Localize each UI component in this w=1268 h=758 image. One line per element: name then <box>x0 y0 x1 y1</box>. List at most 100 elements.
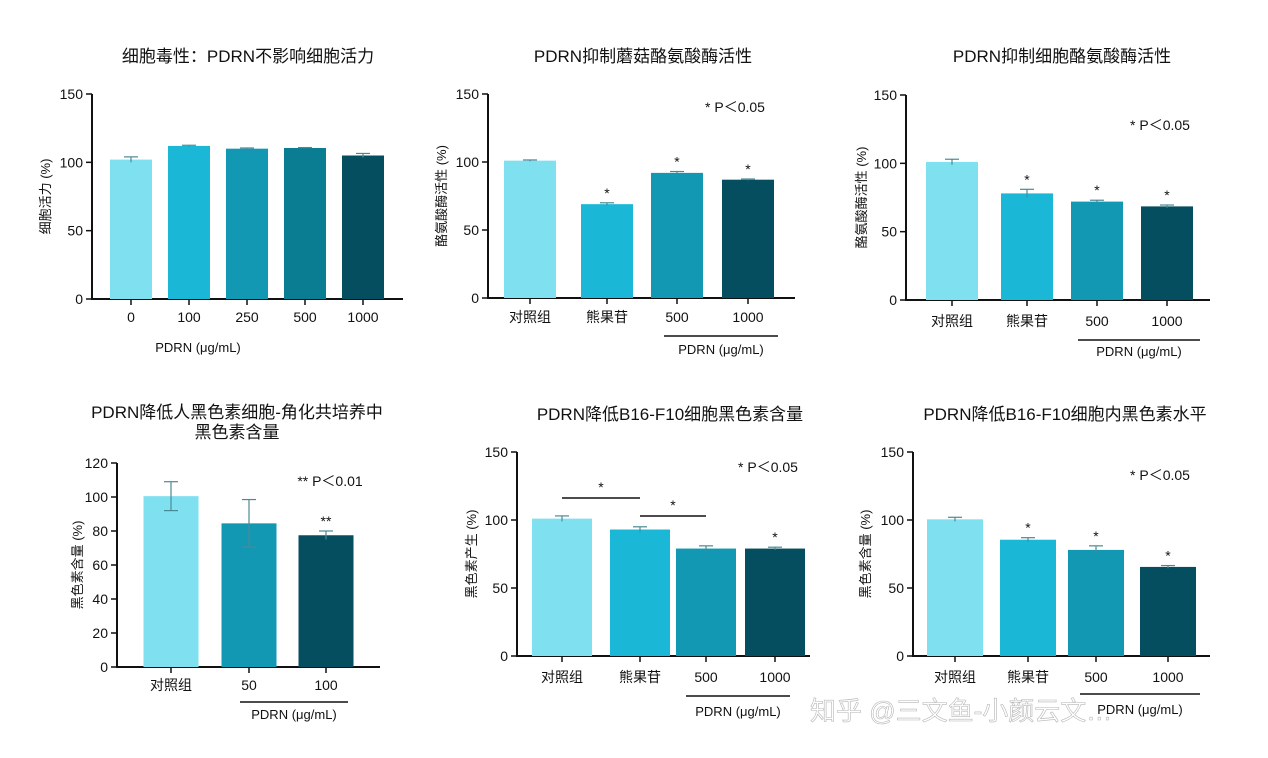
x-tick-label: 500 <box>293 309 317 325</box>
bar-1000 <box>1140 566 1196 656</box>
y-tick-label: 50 <box>463 222 479 238</box>
chart-title: PDRN抑制蘑菇酪氨酸酶活性 <box>534 47 752 66</box>
significance-star: * <box>1164 187 1170 203</box>
significance-star: * <box>1094 182 1100 198</box>
y-tick-label: 150 <box>456 86 480 102</box>
x-tick-label: 1000 <box>1151 313 1182 329</box>
x-tick-label: 对照组 <box>150 677 192 693</box>
y-tick-label: 100 <box>881 512 905 528</box>
chart-panel-3: PDRN抑制细胞酪氨酸酶活性 0 50 100 150 酪氨酸酶活性 (%) 对照组 熊果苷 *… <box>854 47 1210 359</box>
bar-500 <box>651 172 703 298</box>
x-tick-label: 0 <box>127 309 135 325</box>
bar-0 <box>110 159 152 299</box>
y-tick-label: 0 <box>471 290 479 306</box>
bar-1000 <box>342 155 384 299</box>
y-axis-label: 黑色素含量 (%) <box>70 521 85 610</box>
bar-100 <box>298 535 354 667</box>
chart-panel-5: PDRN降低B16-F10细胞黑色素含量 0 50 100 150 黑色素产生 (%) 对照… <box>464 405 810 719</box>
y-tick-label: 0 <box>889 292 897 308</box>
x-tick-label: 熊果苷 <box>586 309 628 325</box>
x-tick-label: 对照组 <box>934 669 976 685</box>
significance-note: ** P＜0.01 <box>297 473 363 489</box>
chart-panel-2: PDRN抑制蘑菇酪氨酸酶活性 0 50 100 150 酪氨酸酶活性 (%) 对照组 熊果苷 *… <box>434 47 795 357</box>
y-axis-label: 细胞活力 (%) <box>38 159 53 235</box>
bar-1000 <box>722 179 774 298</box>
x-tick-label: 1000 <box>1152 669 1183 685</box>
y-tick-label: 0 <box>500 648 508 664</box>
x-axis-label: PDRN (μg/mL) <box>155 340 241 355</box>
group-label: PDRN (μg/mL) <box>251 707 337 722</box>
y-tick-label: 0 <box>75 291 83 307</box>
y-tick-label: 150 <box>881 444 905 460</box>
x-tick-label: 500 <box>1084 669 1108 685</box>
significance-note: * P＜0.05 <box>705 99 765 115</box>
chart-title: 黑色素含量 <box>195 423 280 442</box>
y-tick-label: 100 <box>60 154 84 170</box>
significance-note: * P＜0.05 <box>738 459 798 475</box>
bar-1000 <box>1141 206 1193 300</box>
x-tick-label: 250 <box>235 309 259 325</box>
bar-100 <box>168 145 210 299</box>
bar-对照组 <box>504 160 556 298</box>
significance-star: * <box>674 154 680 170</box>
y-tick-label: 100 <box>456 154 480 170</box>
y-tick-label: 150 <box>485 444 509 460</box>
group-label: PDRN (μg/mL) <box>678 342 764 357</box>
y-tick-label: 60 <box>92 557 108 573</box>
y-tick-label: 0 <box>896 648 904 664</box>
y-tick-label: 0 <box>100 659 108 675</box>
x-tick-label: 50 <box>241 677 257 693</box>
chart-title: PDRN降低人黑色素细胞-角化共培养中 <box>91 403 383 422</box>
bar-熊果苷 <box>1000 539 1056 656</box>
x-tick-label: 500 <box>694 669 718 685</box>
significance-star: * <box>604 185 610 201</box>
y-tick-label: 100 <box>485 512 509 528</box>
y-tick-label: 100 <box>874 155 898 171</box>
x-tick-label: 熊果苷 <box>1007 669 1049 685</box>
chart-title: 细胞毒性：PDRN不影响细胞活力 <box>122 47 374 66</box>
chart-title: PDRN降低B16-F10细胞黑色素含量 <box>537 405 803 424</box>
bar-500 <box>1068 549 1124 656</box>
bar-对照组 <box>143 496 199 667</box>
y-axis-label: 黑色素产生 (%) <box>464 510 479 599</box>
x-tick-label: 熊果苷 <box>619 669 661 685</box>
bar-500 <box>676 548 736 656</box>
x-tick-label: 1000 <box>347 309 378 325</box>
bar-对照组 <box>926 161 978 300</box>
significance-star: * <box>1165 548 1171 564</box>
chart-title: PDRN抑制细胞酪氨酸酶活性 <box>953 47 1171 66</box>
significance-note: * P＜0.05 <box>1130 117 1190 133</box>
x-tick-label: 熊果苷 <box>1006 313 1048 329</box>
y-tick-label: 100 <box>85 489 109 505</box>
significance-star: * <box>772 529 778 545</box>
significance-note: * P＜0.05 <box>1130 467 1190 483</box>
significance-star: ** <box>321 513 332 529</box>
y-tick-label: 40 <box>92 591 108 607</box>
group-label: PDRN (μg/mL) <box>1097 702 1183 717</box>
y-tick-label: 50 <box>888 580 904 596</box>
bar-500 <box>284 147 326 299</box>
y-tick-label: 20 <box>92 625 108 641</box>
y-tick-label: 50 <box>492 580 508 596</box>
bar-500 <box>1071 201 1123 300</box>
bar-对照组 <box>532 518 592 656</box>
bar-熊果苷 <box>610 529 670 656</box>
chart-title: PDRN降低B16-F10细胞内黑色素水平 <box>923 405 1206 424</box>
bracket-star: * <box>670 497 676 513</box>
x-tick-label: 对照组 <box>509 309 551 325</box>
x-tick-label: 100 <box>177 309 201 325</box>
y-axis-label: 酪氨酸酶活性 (%) <box>434 145 449 247</box>
bar-熊果苷 <box>1001 193 1053 300</box>
significance-star: * <box>1093 528 1099 544</box>
y-tick-label: 50 <box>67 223 83 239</box>
y-axis-label: 黑色素含量 (%) <box>858 510 873 599</box>
significance-star: * <box>1024 171 1030 187</box>
bar-熊果苷 <box>581 204 633 298</box>
bar-对照组 <box>927 519 983 656</box>
x-tick-label: 对照组 <box>541 669 583 685</box>
significance-star: * <box>1025 520 1031 536</box>
chart-panel-6: PDRN降低B16-F10细胞内黑色素水平 0 50 100 150 黑色素含量 (%) 对… <box>858 405 1210 717</box>
significance-star: * <box>745 161 751 177</box>
